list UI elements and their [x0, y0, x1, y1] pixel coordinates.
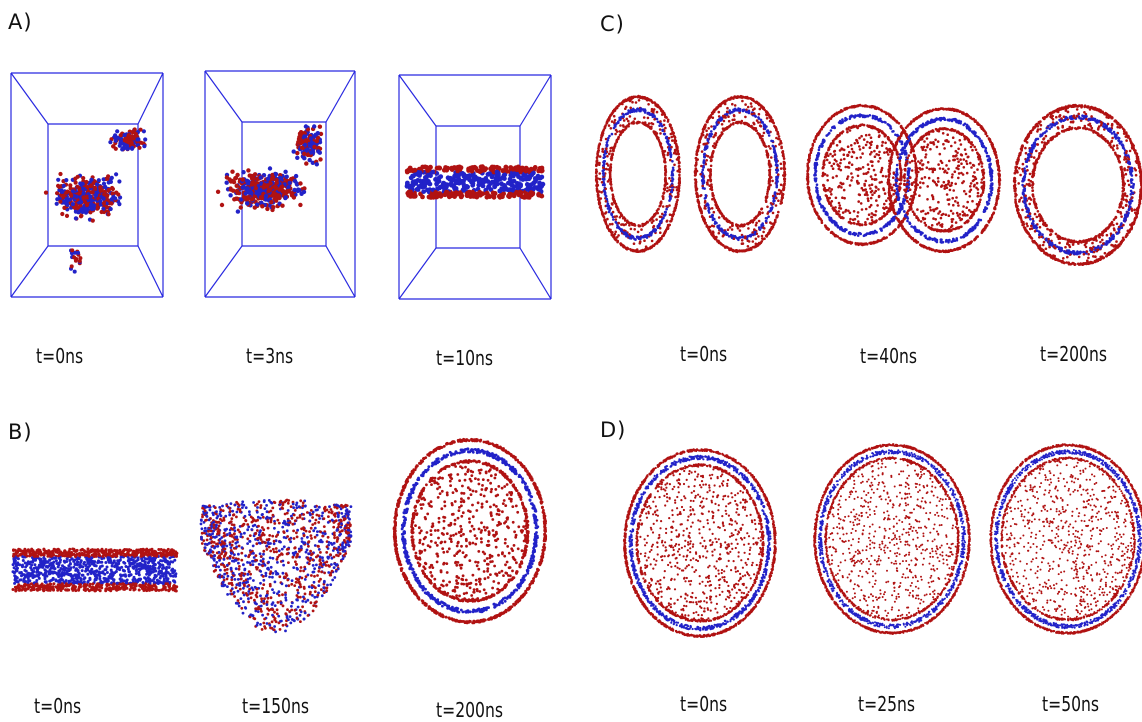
snapshot-d-2 — [812, 442, 974, 640]
time-label-b-2: t=150ns — [242, 694, 309, 718]
time-label-d-1: t=0ns — [680, 692, 727, 716]
panel-label-a: A) — [8, 10, 33, 34]
snapshot-b-2 — [196, 488, 356, 643]
time-label-b-3: t=200ns — [436, 698, 503, 722]
time-label-b-1: t=0ns — [34, 694, 81, 718]
snapshot-a-1 — [10, 72, 170, 302]
snapshot-c-1 — [590, 92, 790, 262]
panel-label-b: B) — [8, 420, 33, 444]
snapshot-c-3 — [1010, 100, 1142, 270]
snapshot-b-3 — [390, 436, 550, 626]
time-label-a-1: t=0ns — [36, 344, 83, 368]
time-label-c-2: t=40ns — [860, 344, 917, 368]
snapshot-a-3 — [398, 74, 558, 302]
time-label-c-1: t=0ns — [680, 342, 727, 366]
time-label-c-3: t=200ns — [1040, 342, 1107, 366]
snapshot-b-1 — [8, 535, 183, 605]
time-label-d-2: t=25ns — [858, 692, 915, 716]
snapshot-d-1 — [620, 446, 780, 644]
time-label-a-2: t=3ns — [246, 344, 293, 368]
time-label-d-3: t=50ns — [1042, 692, 1099, 716]
panel-label-d: D) — [600, 418, 626, 442]
panel-label-c: C) — [600, 12, 625, 36]
time-label-a-3: t=10ns — [436, 346, 493, 370]
snapshot-d-3 — [986, 442, 1142, 640]
snapshot-c-2 — [804, 100, 1004, 270]
snapshot-a-2 — [204, 70, 360, 302]
